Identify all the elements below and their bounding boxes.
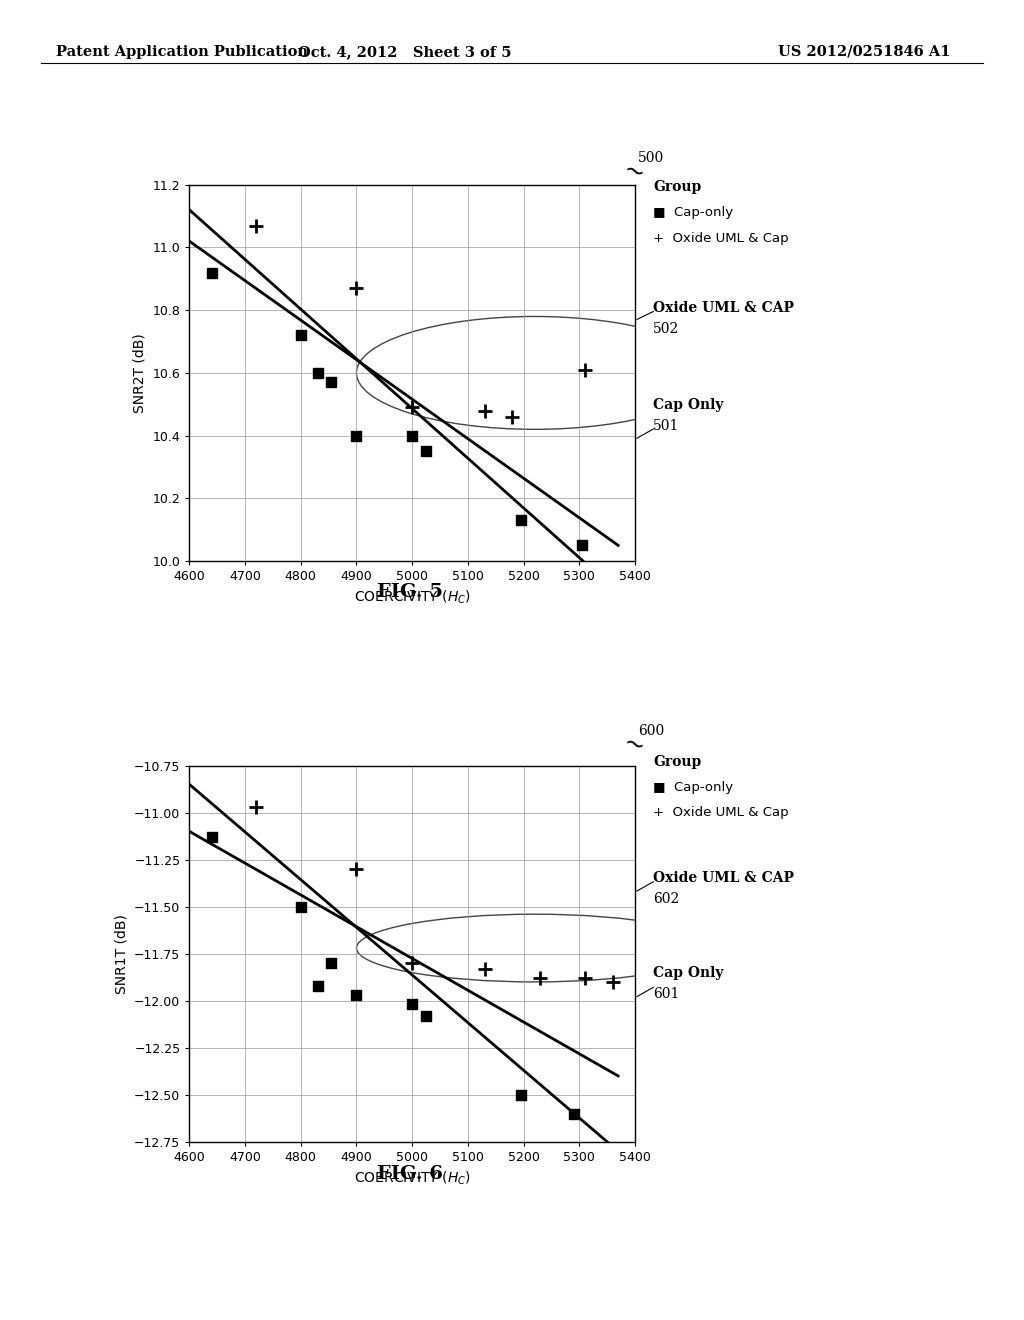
Text: Oxide UML & CAP: Oxide UML & CAP [653,871,795,884]
Point [348,425,365,446]
Point [204,826,220,847]
Text: ~: ~ [620,157,647,187]
Text: +  Oxide UML & Cap: + Oxide UML & Cap [653,231,788,244]
Text: +  Oxide UML & Cap: + Oxide UML & Cap [653,805,788,818]
Point [604,972,621,993]
Point [573,535,590,556]
Text: FIG. 5: FIG. 5 [377,582,442,601]
Y-axis label: SNR1T (dB): SNR1T (dB) [115,913,128,994]
X-axis label: COERCIVITY ($\mathit{H_C}$): COERCIVITY ($\mathit{H_C}$) [353,1170,471,1187]
Text: 601: 601 [653,987,680,1001]
Point [403,994,420,1015]
Point [513,1084,529,1105]
Point [565,1104,582,1125]
Point [403,425,420,446]
Text: Patent Application Publication: Patent Application Publication [56,45,308,59]
Point [504,407,520,428]
Text: 501: 501 [653,420,680,433]
Text: Group: Group [653,181,701,194]
Text: 600: 600 [638,725,665,738]
Point [324,953,340,974]
Text: FIG. 6: FIG. 6 [377,1164,442,1183]
Text: Cap Only: Cap Only [653,966,724,979]
Text: US 2012/0251846 A1: US 2012/0251846 A1 [778,45,950,59]
Point [403,953,420,974]
Point [293,325,309,346]
X-axis label: COERCIVITY ($\mathit{H_C}$): COERCIVITY ($\mathit{H_C}$) [353,589,471,606]
Point [248,796,264,817]
Point [476,400,493,421]
Point [532,968,549,989]
Text: 502: 502 [653,322,680,335]
Point [513,510,529,531]
Point [348,858,365,879]
Point [309,362,326,383]
Point [248,215,264,236]
Text: ~: ~ [620,730,647,760]
Point [476,958,493,979]
Point [418,1006,434,1027]
Text: 500: 500 [638,152,665,165]
Point [204,261,220,282]
Y-axis label: SNR2T (dB): SNR2T (dB) [133,333,147,413]
Point [309,975,326,997]
Point [348,277,365,298]
Text: Cap Only: Cap Only [653,399,724,412]
Text: Oxide UML & CAP: Oxide UML & CAP [653,301,795,314]
Point [293,896,309,917]
Point [403,397,420,418]
Text: ■  Cap-only: ■ Cap-only [653,780,733,793]
Point [577,359,593,380]
Text: Oct. 4, 2012   Sheet 3 of 5: Oct. 4, 2012 Sheet 3 of 5 [298,45,511,59]
Point [348,985,365,1006]
Text: Group: Group [653,755,701,768]
Point [577,968,593,989]
Text: ■  Cap-only: ■ Cap-only [653,206,733,219]
Point [324,372,340,393]
Point [418,441,434,462]
Text: 602: 602 [653,892,680,906]
